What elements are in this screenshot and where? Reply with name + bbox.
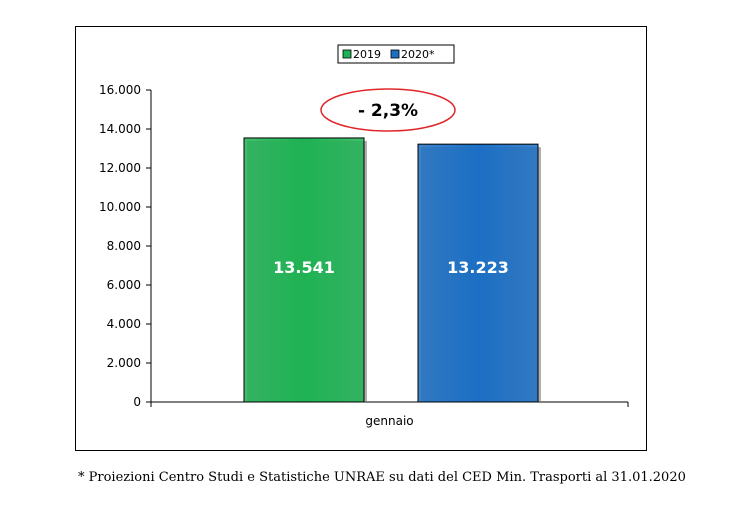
bar-2020 [417, 143, 539, 403]
legend-label: 2020* [401, 48, 435, 61]
y-tick-label: 12.000 [99, 161, 141, 175]
bar-2019 [243, 137, 365, 403]
legend-swatch [342, 49, 352, 59]
y-tick-label: 14.000 [99, 122, 141, 136]
annotation-ellipse [320, 88, 456, 132]
y-tick-label: 2.000 [107, 356, 141, 370]
y-tick-label: 6.000 [107, 278, 141, 292]
bar-data-label: 13.223 [447, 258, 509, 277]
bar-chart: 0 2.000 4.000 6.000 8.000 10.000 12.000 14.000 1… [99, 44, 629, 428]
chart-frame: 0 2.000 4.000 6.000 8.000 10.000 12.000 14.000 1… [75, 26, 647, 451]
y-tick-label: 8.000 [107, 239, 141, 253]
y-tick-label: 10.000 [99, 200, 141, 214]
footnote: * Proiezioni Centro Studi e Statistiche … [78, 470, 686, 485]
category-label: gennaio [365, 414, 413, 428]
y-tick-label: 4.000 [107, 317, 141, 331]
y-tick-label: 0 [133, 395, 141, 409]
legend-swatch [390, 49, 400, 59]
legend-label: 2019 [353, 48, 381, 61]
annotation-text: - 2,3% [358, 101, 418, 121]
y-tick-label: 16.000 [99, 83, 141, 97]
bar-data-label: 13.541 [273, 258, 335, 277]
